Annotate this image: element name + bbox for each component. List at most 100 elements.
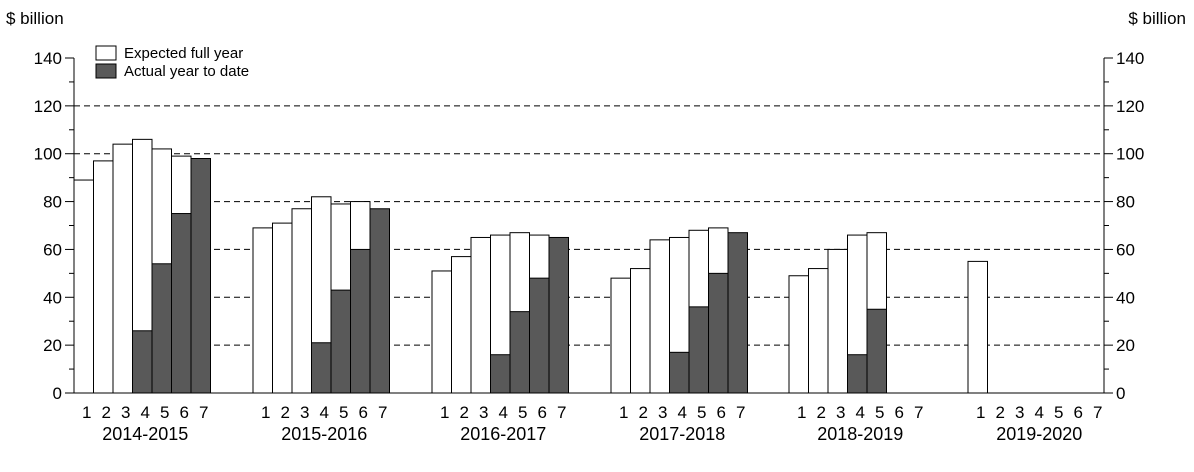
legend-label-actual: Actual year to date — [124, 63, 249, 80]
left-tick-label-20: 20 — [43, 336, 62, 355]
sublabel-2018-2019-2: 2 — [817, 403, 826, 422]
right-tick-label-140: 140 — [1116, 49, 1144, 68]
sublabel-2017-2018-2: 2 — [639, 403, 648, 422]
bar-actual-2014-2015-6 — [171, 213, 192, 394]
bar-expected-2017-2018-3 — [649, 239, 670, 394]
bar-expected-2016-2017-1 — [431, 270, 452, 394]
sublabel-2019-2020-5: 5 — [1054, 403, 1063, 422]
sublabel-2019-2020-3: 3 — [1015, 403, 1024, 422]
legend-label-expected: Expected full year — [124, 45, 243, 62]
sublabel-2017-2018-4: 4 — [678, 403, 687, 422]
group-label-2018-2019: 2018-2019 — [817, 424, 903, 444]
left-tick-label-60: 60 — [43, 240, 62, 259]
legend-swatch-expected — [95, 45, 117, 61]
group-label-2015-2016: 2015-2016 — [281, 424, 367, 444]
left-tick-label-40: 40 — [43, 288, 62, 307]
sublabel-2017-2018-5: 5 — [697, 403, 706, 422]
right-tick-label-100: 100 — [1116, 145, 1144, 164]
right-tick-label-60: 60 — [1116, 240, 1135, 259]
bar-expected-2018-2019-1 — [788, 275, 809, 394]
sublabel-2015-2016-5: 5 — [339, 403, 348, 422]
bar-actual-2018-2019-4 — [847, 354, 868, 394]
bar-actual-2018-2019-5 — [866, 308, 887, 394]
sublabel-2018-2019-6: 6 — [895, 403, 904, 422]
sublabel-2017-2018-1: 1 — [619, 403, 628, 422]
sublabel-2015-2016-4: 4 — [320, 403, 329, 422]
bar-expected-2019-2020-1 — [967, 260, 988, 394]
sublabel-2015-2016-6: 6 — [359, 403, 368, 422]
bar-expected-2014-2015-2 — [93, 160, 114, 394]
sublabel-2015-2016-3: 3 — [300, 403, 309, 422]
bar-actual-2015-2016-7 — [369, 208, 390, 394]
sublabel-2016-2017-3: 3 — [479, 403, 488, 422]
sublabel-2016-2017-5: 5 — [518, 403, 527, 422]
bar-actual-2014-2015-5 — [151, 263, 172, 394]
bars — [73, 138, 988, 394]
bar-actual-2017-2018-7 — [727, 232, 748, 394]
group-label-2019-2020: 2019-2020 — [996, 424, 1082, 444]
bar-expected-2015-2016-1 — [252, 227, 273, 394]
bar-actual-2014-2015-7 — [190, 158, 211, 394]
group-label-2017-2018: 2017-2018 — [639, 424, 725, 444]
sublabel-2018-2019-1: 1 — [797, 403, 806, 422]
sublabel-2014-2015-3: 3 — [121, 403, 130, 422]
sublabel-2016-2017-1: 1 — [440, 403, 449, 422]
group-label-2016-2017: 2016-2017 — [460, 424, 546, 444]
bar-expected-2014-2015-1 — [73, 179, 94, 394]
sublabel-2017-2018-7: 7 — [736, 403, 745, 422]
sublabel-2015-2016-2: 2 — [281, 403, 290, 422]
bar-actual-2017-2018-6 — [708, 272, 729, 394]
left-tick-label-120: 120 — [34, 97, 62, 116]
bar-actual-2016-2017-4 — [490, 354, 511, 394]
sublabel-2019-2020-2: 2 — [996, 403, 1005, 422]
sublabel-2018-2019-5: 5 — [875, 403, 884, 422]
sublabel-2014-2015-2: 2 — [102, 403, 111, 422]
left-unit-label: $ billion — [6, 9, 64, 28]
sublabel-2016-2017-6: 6 — [538, 403, 547, 422]
right-tick-label-20: 20 — [1116, 336, 1135, 355]
sublabel-2019-2020-4: 4 — [1035, 403, 1044, 422]
group-label-2014-2015: 2014-2015 — [102, 424, 188, 444]
bar-actual-2014-2015-4 — [132, 330, 153, 394]
left-tick-label-0: 0 — [53, 384, 62, 403]
sublabel-2019-2020-1: 1 — [976, 403, 985, 422]
sublabel-2014-2015-1: 1 — [82, 403, 91, 422]
sublabel-2014-2015-7: 7 — [199, 403, 208, 422]
bar-actual-2016-2017-6 — [529, 277, 550, 394]
ticks — [65, 57, 1113, 394]
bar-expected-2017-2018-1 — [610, 277, 631, 394]
sublabel-2014-2015-6: 6 — [180, 403, 189, 422]
bar-expected-2016-2017-3 — [470, 236, 491, 394]
bar-actual-2016-2017-5 — [509, 311, 530, 394]
bar-expected-2014-2015-3 — [112, 143, 133, 394]
bar-actual-2016-2017-7 — [548, 236, 569, 394]
right-tick-label-40: 40 — [1116, 288, 1135, 307]
right-tick-label-80: 80 — [1116, 193, 1135, 212]
bar-actual-2015-2016-5 — [330, 289, 351, 394]
sublabel-2015-2016-7: 7 — [378, 403, 387, 422]
bar-expected-2018-2019-3 — [827, 248, 848, 394]
sublabel-2018-2019-3: 3 — [836, 403, 845, 422]
axes — [73, 58, 1105, 394]
sublabel-2017-2018-6: 6 — [717, 403, 726, 422]
sublabel-2019-2020-7: 7 — [1093, 403, 1102, 422]
sublabel-2018-2019-4: 4 — [856, 403, 865, 422]
bar-actual-2017-2018-5 — [688, 306, 709, 394]
bar-expected-2015-2016-3 — [291, 208, 312, 394]
bar-actual-2017-2018-4 — [669, 351, 690, 394]
gridlines — [74, 105, 1104, 346]
sublabel-2014-2015-5: 5 — [160, 403, 169, 422]
left-tick-label-80: 80 — [43, 193, 62, 212]
right-tick-label-120: 120 — [1116, 97, 1144, 116]
bar-expected-2015-2016-2 — [272, 222, 293, 394]
bar-actual-2015-2016-6 — [350, 248, 371, 394]
sublabel-2018-2019-7: 7 — [914, 403, 923, 422]
sublabel-2016-2017-2: 2 — [460, 403, 469, 422]
left-tick-label-140: 140 — [34, 49, 62, 68]
left-tick-label-100: 100 — [34, 145, 62, 164]
right-unit-label: $ billion — [1128, 9, 1186, 28]
sublabel-2016-2017-4: 4 — [499, 403, 508, 422]
sublabel-2016-2017-7: 7 — [557, 403, 566, 422]
